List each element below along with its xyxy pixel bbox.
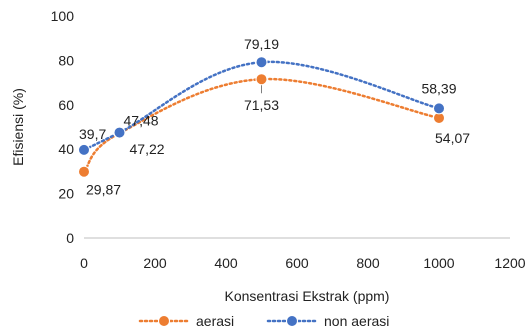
data-label-non-aerasi: 79,19 bbox=[244, 36, 279, 52]
x-tick-label: 0 bbox=[80, 255, 88, 271]
y-tick-label: 20 bbox=[58, 186, 74, 202]
legend-label: aerasi bbox=[196, 313, 234, 329]
data-labels: 29,87 47,22 71,53 54,07 39,7 47,48 79,19 58,39 bbox=[79, 36, 470, 197]
y-axis-title: Efisiensi (%) bbox=[10, 88, 26, 166]
data-point-non-aerasi bbox=[78, 143, 90, 156]
data-label-aerasi: 47,22 bbox=[130, 141, 165, 157]
data-label-aerasi: 71,53 bbox=[244, 97, 279, 113]
data-label-aerasi: 54,07 bbox=[435, 130, 470, 146]
data-point-aerasi bbox=[255, 73, 268, 86]
legend-label: non aerasi bbox=[324, 313, 389, 329]
y-tick-label: 100 bbox=[51, 8, 75, 24]
x-tick-label: 800 bbox=[356, 255, 380, 271]
data-label-non-aerasi: 58,39 bbox=[421, 80, 456, 96]
series-line-aerasi bbox=[82, 77, 441, 173]
data-point-aerasi bbox=[78, 165, 90, 178]
legend: aerasi non aerasi bbox=[138, 313, 389, 329]
legend-swatch-marker bbox=[286, 315, 298, 327]
data-point-non-aerasi bbox=[255, 56, 268, 69]
y-tick-label: 60 bbox=[58, 97, 74, 113]
series-line-non-aerasi bbox=[82, 60, 441, 152]
y-tick-label: 40 bbox=[58, 141, 74, 157]
data-label-non-aerasi: 39,7 bbox=[79, 126, 106, 142]
series-points bbox=[78, 56, 445, 178]
series-lines bbox=[82, 60, 441, 173]
data-point-non-aerasi bbox=[433, 102, 445, 115]
x-axis-title: Konsentrasi Ekstrak (ppm) bbox=[225, 288, 390, 304]
x-tick-label: 600 bbox=[285, 255, 309, 271]
x-tick-label: 400 bbox=[214, 255, 238, 271]
x-tick-label: 1200 bbox=[494, 255, 525, 271]
data-point-non-aerasi bbox=[113, 126, 126, 139]
legend-swatch-marker bbox=[158, 315, 170, 327]
data-label-aerasi: 29,87 bbox=[86, 182, 121, 198]
data-label-non-aerasi: 47,48 bbox=[124, 113, 159, 129]
y-tick-label: 80 bbox=[58, 52, 74, 68]
y-tick-label: 0 bbox=[66, 230, 74, 246]
x-tick-label: 1000 bbox=[423, 255, 454, 271]
x-tick-label: 200 bbox=[143, 255, 167, 271]
